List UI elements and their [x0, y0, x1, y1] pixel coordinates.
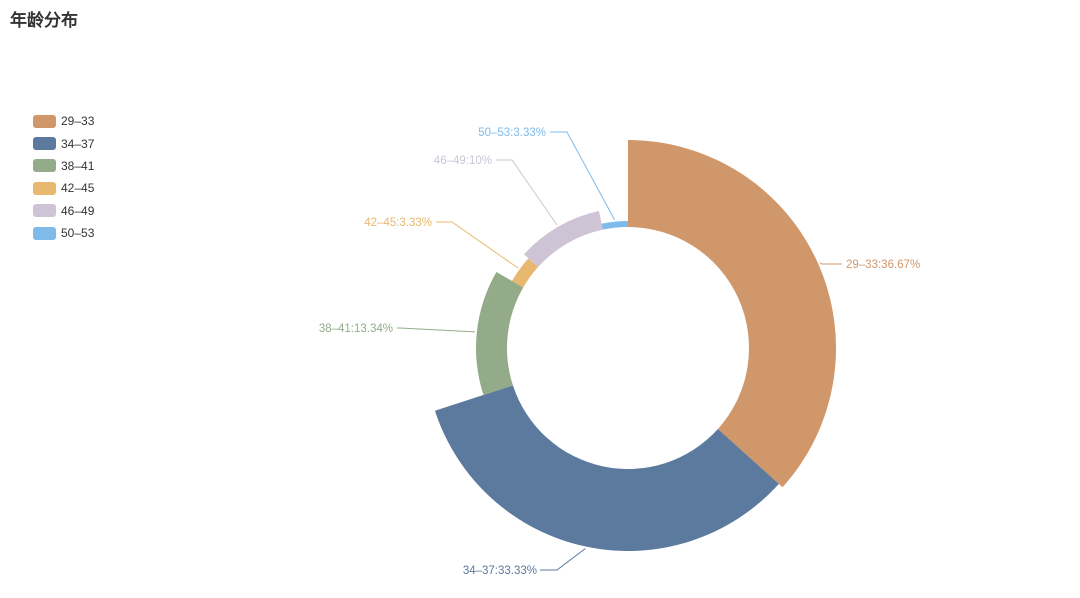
- leader-line-29-33: [819, 262, 842, 265]
- legend-item-50-53[interactable]: 50–53: [33, 222, 94, 244]
- leader-line-34-37: [540, 548, 586, 571]
- legend-label: 29–33: [61, 114, 95, 129]
- legend-swatch: [33, 159, 56, 173]
- legend-swatch: [33, 226, 56, 240]
- slice-label-38-41: 38–41:13.34%: [319, 323, 393, 335]
- leader-line-46-49: [496, 159, 558, 226]
- legend-label: 46–49: [61, 203, 95, 218]
- slice-38-41[interactable]: [476, 271, 524, 395]
- slice-label-50-53: 50–53:3.33%: [478, 127, 546, 139]
- slice-42-45[interactable]: [511, 258, 539, 288]
- slice-label-42-45: 42–45:3.33%: [364, 217, 432, 229]
- slice-label-34-37: 34–37:33.33%: [463, 565, 537, 577]
- legend-item-29-33[interactable]: 29–33: [33, 110, 94, 132]
- slice-label-46-49: 46–49:10%: [434, 155, 492, 167]
- leader-line-38-41: [397, 327, 475, 333]
- legend: 29–33 34–37 38–41 42–45 46–49 50–53: [33, 110, 94, 244]
- legend-swatch: [33, 137, 56, 151]
- legend-item-42-45[interactable]: 42–45: [33, 177, 94, 199]
- legend-item-46-49[interactable]: 46–49: [33, 200, 94, 222]
- slice-46-49[interactable]: [523, 211, 603, 268]
- legend-swatch: [33, 181, 56, 195]
- legend-swatch: [33, 114, 56, 128]
- slice-34-37[interactable]: [434, 385, 779, 552]
- legend-label: 42–45: [61, 181, 95, 196]
- legend-label: 50–53: [61, 226, 95, 241]
- leader-line-50-53: [550, 131, 615, 220]
- legend-label: 34–37: [61, 136, 95, 151]
- chart-title: 年龄分布: [10, 11, 78, 31]
- slice-label-29-33: 29–33:36.67%: [846, 259, 920, 271]
- legend-item-38-41[interactable]: 38–41: [33, 155, 94, 177]
- legend-label: 38–41: [61, 158, 95, 173]
- slice-29-33[interactable]: [628, 140, 837, 488]
- slice-50-53[interactable]: [601, 221, 628, 230]
- leader-line-42-45: [436, 221, 519, 269]
- legend-swatch: [33, 204, 56, 218]
- legend-item-34-37[interactable]: 34–37: [33, 132, 94, 154]
